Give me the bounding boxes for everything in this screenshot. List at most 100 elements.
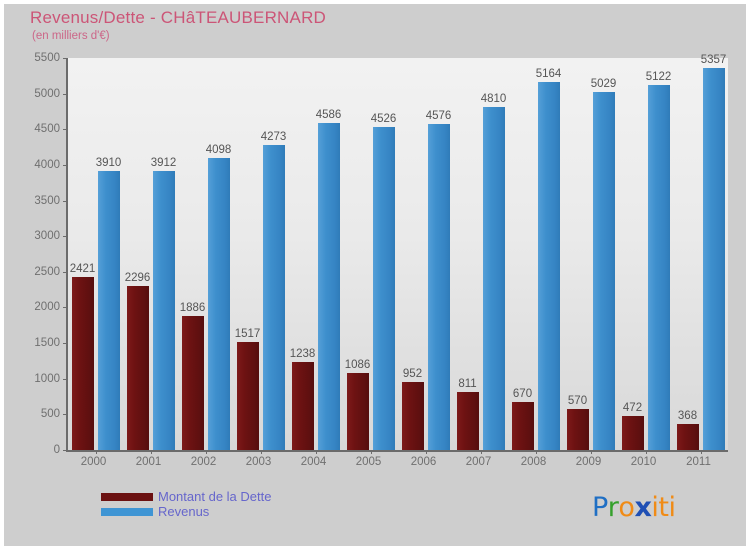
bar-revenus-2010[interactable] bbox=[647, 84, 670, 450]
bar-value-label: 5357 bbox=[700, 54, 727, 67]
x-tick-label: 2011 bbox=[686, 456, 711, 468]
x-tick-label: 2003 bbox=[245, 456, 272, 468]
legend-item-revenus: Revenus bbox=[101, 504, 271, 519]
x-tick-label: 2006 bbox=[410, 456, 437, 468]
bar-value-label: 4586 bbox=[315, 109, 342, 122]
bar-revenus-2001[interactable] bbox=[152, 171, 175, 450]
x-tick-label: 2000 bbox=[80, 456, 107, 468]
x-tick-mark bbox=[645, 450, 647, 454]
y-tick-mark bbox=[63, 414, 68, 416]
bar-value-label: 5029 bbox=[590, 77, 617, 90]
bar-revenus-2000[interactable] bbox=[97, 171, 120, 450]
legend-swatch-dette-icon bbox=[101, 492, 153, 501]
legend-label-revenus: Revenus bbox=[158, 504, 210, 519]
legend-swatch-revenus-icon bbox=[101, 507, 153, 516]
x-axis: 2000 2001 2002 2003 2004 2005 2006 2007 2008 2009… bbox=[66, 456, 726, 474]
bar-value-label: 2421 bbox=[69, 263, 96, 276]
bar-value-label: 1086 bbox=[344, 358, 371, 371]
x-tick-label: 2009 bbox=[575, 456, 602, 468]
bar-revenus-2004[interactable] bbox=[317, 123, 340, 450]
bar-value-label: 3910 bbox=[95, 157, 122, 170]
logo-letter: P bbox=[592, 492, 608, 523]
y-tick-mark bbox=[63, 378, 68, 380]
logo-letter: i bbox=[651, 492, 659, 523]
bar-revenus-2007[interactable] bbox=[482, 107, 505, 450]
bar-dette-2000[interactable] bbox=[71, 277, 94, 450]
bar-value-label: 4526 bbox=[370, 113, 397, 126]
y-axis: 0 500 1000 1500 2000 2500 3000 3500 4000 4500 5000… bbox=[4, 52, 60, 456]
bar-revenus-2002[interactable] bbox=[207, 157, 230, 450]
bar-dette-2009[interactable] bbox=[566, 409, 589, 450]
y-tick-label: 3500 bbox=[34, 194, 60, 207]
x-tick-mark bbox=[370, 450, 372, 454]
y-tick-mark bbox=[63, 343, 68, 345]
y-tick-label: 1000 bbox=[34, 372, 60, 385]
bar-value-label: 4098 bbox=[205, 143, 232, 156]
x-tick-mark bbox=[95, 450, 97, 454]
bar-value-label: 1517 bbox=[234, 327, 261, 340]
x-tick-mark bbox=[590, 450, 592, 454]
y-tick-mark bbox=[63, 236, 68, 238]
bar-dette-2002[interactable] bbox=[181, 315, 204, 450]
bar-value-label: 811 bbox=[458, 378, 477, 391]
bar-value-label: 952 bbox=[402, 368, 423, 381]
bar-value-label: 5164 bbox=[535, 67, 562, 80]
bar-dette-2010[interactable] bbox=[621, 416, 644, 450]
y-tick-label: 1500 bbox=[34, 337, 60, 350]
x-tick-mark bbox=[700, 450, 702, 454]
chart-legend: Montant de la Dette Revenus bbox=[101, 489, 271, 519]
x-tick-mark bbox=[315, 450, 317, 454]
x-tick-mark bbox=[150, 450, 152, 454]
bar-revenus-2009[interactable] bbox=[592, 91, 615, 450]
bar-value-label: 1238 bbox=[289, 347, 316, 360]
y-tick-mark bbox=[63, 200, 68, 202]
bar-value-label: 4273 bbox=[260, 131, 287, 144]
bar-revenus-2006[interactable] bbox=[427, 123, 450, 450]
bar-value-label: 5122 bbox=[645, 70, 672, 83]
x-tick-label: 2001 bbox=[135, 456, 162, 468]
logo-letter: x bbox=[634, 492, 652, 523]
y-tick-label: 2500 bbox=[34, 265, 60, 278]
x-tick-mark bbox=[205, 450, 207, 454]
bar-revenus-2011[interactable] bbox=[702, 68, 725, 450]
bar-dette-2008[interactable] bbox=[511, 402, 534, 450]
x-tick-mark bbox=[535, 450, 537, 454]
logo-letter: o bbox=[618, 492, 635, 523]
bar-dette-2007[interactable] bbox=[456, 392, 479, 450]
page-title: Revenus/Dette - CHâTEAUBERNARD bbox=[30, 8, 327, 27]
y-tick-mark bbox=[63, 307, 68, 309]
y-tick-label: 3000 bbox=[34, 230, 60, 243]
bar-dette-2006[interactable] bbox=[401, 382, 424, 450]
y-tick-label: 5500 bbox=[34, 52, 60, 64]
proxiti-logo: Proxiti bbox=[592, 492, 676, 523]
x-tick-label: 2002 bbox=[190, 456, 217, 468]
bar-value-label: 2296 bbox=[124, 272, 151, 285]
x-tick-label: 2010 bbox=[630, 456, 657, 468]
y-tick-label: 2000 bbox=[34, 301, 60, 314]
bar-dette-2004[interactable] bbox=[291, 361, 314, 450]
y-tick-mark bbox=[63, 129, 68, 131]
y-tick-label: 0 bbox=[53, 444, 60, 456]
bar-value-label: 670 bbox=[512, 388, 533, 401]
y-tick-label: 4500 bbox=[34, 123, 60, 136]
chart-subtitle: (en milliers d'€) bbox=[32, 30, 110, 42]
y-tick-label: 500 bbox=[40, 408, 60, 421]
bar-dette-2001[interactable] bbox=[126, 286, 149, 450]
bar-dette-2005[interactable] bbox=[346, 372, 369, 450]
bar-value-label: 368 bbox=[677, 409, 698, 422]
bar-dette-2011[interactable] bbox=[676, 423, 699, 450]
bar-revenus-2003[interactable] bbox=[262, 145, 285, 450]
x-tick-label: 2004 bbox=[300, 456, 327, 468]
bar-revenus-2005[interactable] bbox=[372, 127, 395, 450]
bar-value-label: 472 bbox=[622, 402, 643, 415]
bar-revenus-2008[interactable] bbox=[537, 81, 560, 450]
y-tick-label: 5000 bbox=[34, 87, 60, 100]
x-tick-label: 2008 bbox=[520, 456, 547, 468]
bar-value-label: 4810 bbox=[480, 93, 507, 106]
bar-dette-2003[interactable] bbox=[236, 341, 259, 450]
legend-label-dette: Montant de la Dette bbox=[158, 489, 272, 504]
x-tick-mark bbox=[480, 450, 482, 454]
y-tick-mark bbox=[63, 164, 68, 166]
x-tick-label: 2007 bbox=[465, 456, 492, 468]
